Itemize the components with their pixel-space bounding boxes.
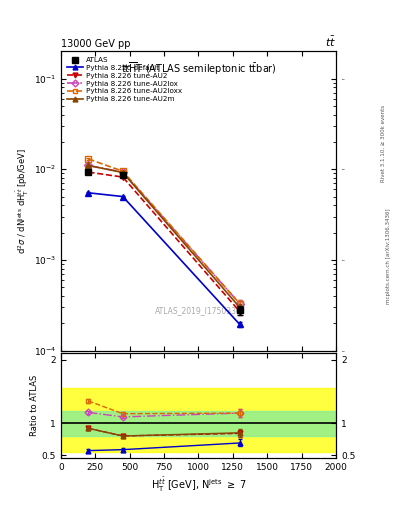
Y-axis label: Ratio to ATLAS: Ratio to ATLAS bbox=[30, 375, 39, 436]
Text: $t\bar{t}$: $t\bar{t}$ bbox=[325, 34, 336, 49]
Text: ATLAS_2019_I1750330: ATLAS_2019_I1750330 bbox=[155, 306, 242, 315]
Text: 13000 GeV pp: 13000 GeV pp bbox=[61, 38, 130, 49]
X-axis label: H$_{\rm T}^{t\bar{t}}$ [GeV], N$^{\rm jets}$ $\geq$ 7: H$_{\rm T}^{t\bar{t}}$ [GeV], N$^{\rm je… bbox=[151, 476, 246, 495]
Text: mcplots.cern.ch [arXiv:1306.3436]: mcplots.cern.ch [arXiv:1306.3436] bbox=[386, 208, 391, 304]
Legend: ATLAS, Pythia 8.226 default, Pythia 8.226 tune-AU2, Pythia 8.226 tune-AU2lox, Py: ATLAS, Pythia 8.226 default, Pythia 8.22… bbox=[64, 55, 184, 104]
Y-axis label: d$^2\sigma$ / dN$^{\rm jets}$ dH$_{\rm T}^{t\bar{t}}$ [pb/GeV]: d$^2\sigma$ / dN$^{\rm jets}$ dH$_{\rm T… bbox=[15, 148, 31, 254]
Text: tt$\overline{\rm H}$T (ATLAS semileptonic t$\bar{\rm t}$bar): tt$\overline{\rm H}$T (ATLAS semileptoni… bbox=[121, 60, 276, 77]
Bar bbox=[61, 411, 336, 436]
Text: Rivet 3.1.10, ≥ 300k events: Rivet 3.1.10, ≥ 300k events bbox=[381, 105, 386, 182]
Bar bbox=[61, 388, 336, 452]
